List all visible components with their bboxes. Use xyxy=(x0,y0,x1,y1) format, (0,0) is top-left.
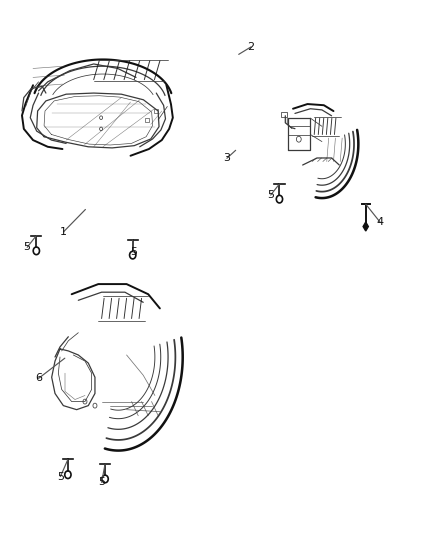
Text: 6: 6 xyxy=(35,374,42,383)
Text: 5: 5 xyxy=(130,247,137,256)
Text: 5: 5 xyxy=(267,190,274,200)
Text: 2: 2 xyxy=(247,42,254,52)
Bar xyxy=(282,112,287,117)
Text: 5: 5 xyxy=(24,243,31,252)
Bar xyxy=(155,109,159,113)
Bar xyxy=(145,118,149,122)
Text: 4: 4 xyxy=(377,217,384,227)
Text: 5: 5 xyxy=(98,478,105,487)
Text: 1: 1 xyxy=(60,227,67,237)
Text: 3: 3 xyxy=(223,154,230,163)
Text: 5: 5 xyxy=(57,472,64,481)
Polygon shape xyxy=(363,222,368,231)
